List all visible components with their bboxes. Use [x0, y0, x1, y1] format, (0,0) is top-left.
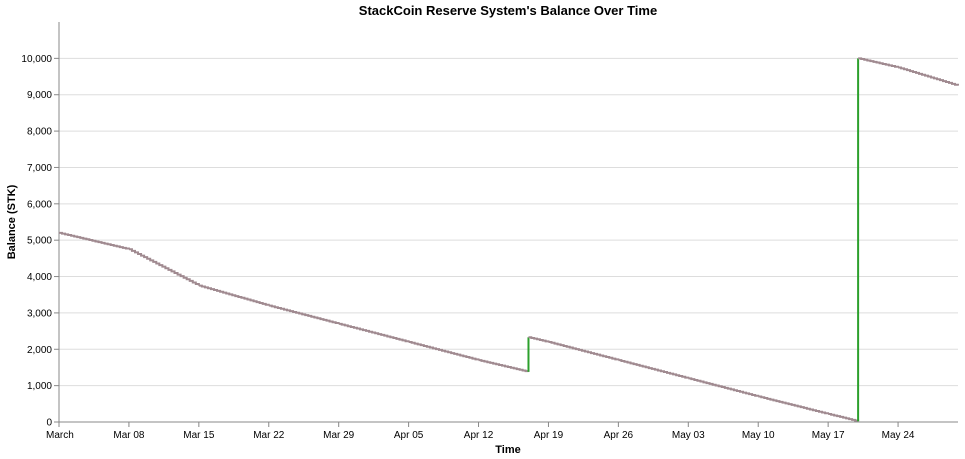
- y-axis-ticks: 0 1,000 2,000 3,000 4,000 5,000 6,000 7,000 8,00…: [21, 54, 59, 429]
- x-axis-ticks: March Mar 08 Mar 15 Mar 22 Mar 29 Apr 05 Apr 1…: [46, 422, 915, 441]
- balance-decrease-segment: [528, 336, 550, 343]
- x-tick-label: Apr 26: [604, 430, 634, 441]
- y-axis-title: Balance (STK): [6, 184, 18, 259]
- y-tick-label: 5,000: [27, 236, 52, 247]
- y-tick-label: 3,000: [27, 308, 52, 319]
- grid-lines: [59, 57, 958, 387]
- balance-series: [59, 57, 959, 422]
- x-axis-title: Time: [495, 444, 520, 456]
- chart-title: StackCoin Reserve System's Balance Over …: [359, 3, 657, 18]
- x-tick-label: Mar 22: [253, 430, 285, 441]
- y-tick-label: 1,000: [27, 381, 52, 392]
- x-tick-label: May 24: [882, 430, 915, 441]
- balance-decrease-segment: [128, 248, 200, 286]
- x-tick-label: Mar 08: [113, 430, 145, 441]
- balance-decrease-segment: [858, 57, 900, 68]
- y-tick-label: 10,000: [21, 54, 52, 65]
- y-tick-label: 4,000: [27, 272, 52, 283]
- balance-decrease-segment: [198, 284, 270, 306]
- x-tick-label: Mar 15: [183, 430, 215, 441]
- x-tick-label: May 03: [672, 430, 705, 441]
- balance-decrease-segment: [618, 359, 690, 379]
- y-tick-label: 2,000: [27, 345, 52, 356]
- balance-decrease-segment: [408, 341, 480, 361]
- y-tick-label: 8,000: [27, 127, 52, 138]
- x-tick-label: Apr 19: [534, 430, 564, 441]
- balance-decrease-segment: [478, 359, 530, 373]
- y-tick-label: 7,000: [27, 163, 52, 174]
- balance-decrease-segment: [548, 341, 620, 361]
- balance-decrease-segment: [59, 231, 130, 250]
- x-tick-label: Apr 05: [394, 430, 424, 441]
- x-tick-label: Apr 12: [464, 430, 494, 441]
- axes: [58, 22, 958, 423]
- y-tick-label: 9,000: [27, 90, 52, 101]
- x-tick-label: Mar 29: [323, 430, 355, 441]
- balance-decrease-segment: [338, 322, 410, 343]
- balance-decrease-segment: [688, 377, 760, 397]
- y-tick-label: 0: [46, 418, 52, 429]
- x-tick-label: March: [46, 430, 74, 441]
- balance-decrease-segment: [758, 395, 830, 415]
- balance-decrease-segment: [898, 66, 959, 86]
- y-tick-label: 6,000: [27, 199, 52, 210]
- x-tick-label: May 17: [812, 430, 845, 441]
- x-tick-label: May 10: [742, 430, 775, 441]
- balance-decrease-segment: [268, 304, 340, 325]
- balance-decrease-segment: [828, 413, 860, 422]
